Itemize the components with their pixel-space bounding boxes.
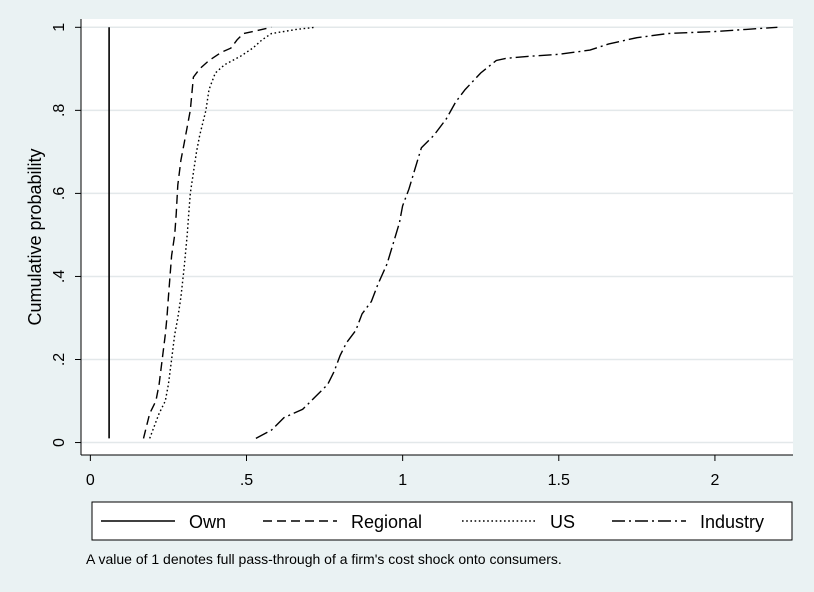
- y-tick-label-0: 0: [51, 438, 68, 447]
- y-tick-label-5: 1: [51, 23, 68, 32]
- footnote: A value of 1 denotes full pass-through o…: [86, 551, 562, 567]
- gridlines: [81, 26, 793, 444]
- plot-area: [81, 19, 793, 455]
- y-tick-label-3: .6: [51, 187, 68, 200]
- legend-label-us: US: [550, 512, 575, 532]
- x-tick-label-2: 1: [398, 472, 407, 489]
- series-line-regional: [142, 26, 272, 439]
- legend-label-regional: Regional: [351, 512, 422, 532]
- legend-label-industry: Industry: [700, 512, 764, 532]
- x-tick-label-1: .5: [240, 472, 253, 489]
- y-axis-title: Cumulative probability: [25, 148, 45, 325]
- x-tick-label-0: 0: [86, 472, 95, 489]
- series-line-industry: [255, 26, 778, 440]
- legend: Own Regional US Industry: [91, 501, 793, 541]
- x-tick-label-4: 2: [710, 472, 719, 489]
- y-tick-label-1: .2: [51, 353, 68, 366]
- legend-label-own: Own: [189, 512, 226, 532]
- tick-labels: 0 .5 1 1.5 2 0 .2 .4 .6 .8 1: [51, 23, 719, 489]
- y-tick-label-2: .4: [51, 270, 68, 283]
- series-lines: [108, 26, 778, 440]
- y-tick-label-4: .8: [51, 104, 68, 117]
- axes: [75, 19, 793, 461]
- x-tick-label-3: 1.5: [548, 472, 570, 489]
